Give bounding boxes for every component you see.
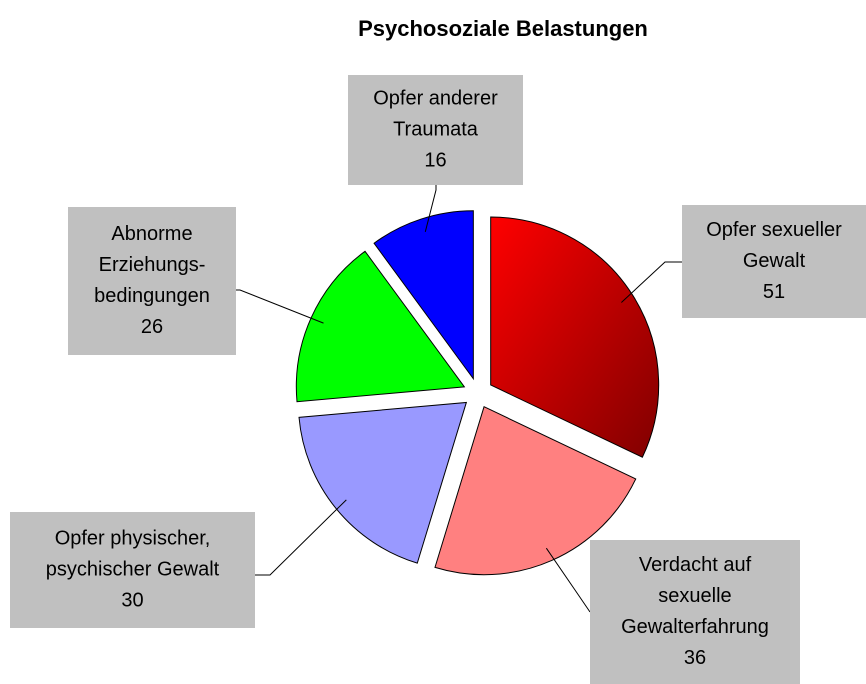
leader-line [236,289,324,324]
leader-line [621,261,682,303]
pie-slice [295,250,466,403]
slice-label: Traumata [393,118,479,140]
label-box [682,205,866,318]
leader-line [545,547,591,613]
slice-label: Verdacht auf [639,554,752,576]
slice-label: Abnorme [111,223,192,245]
value-label: 16 [424,149,446,171]
label-box [68,207,236,355]
pie-slice [490,216,660,458]
slice-label: Opfer anderer [373,87,498,109]
slice-label: Gewalterfahrung [621,616,769,638]
value-label: 51 [763,281,785,303]
label-box [590,540,800,684]
leader-line [424,185,437,232]
slice-label: psychischer Gewalt [46,558,220,580]
chart-title: Psychosoziale Belastungen [358,16,648,41]
pie-slice [298,401,468,564]
slice-label: Opfer physischer, [55,527,211,549]
pie-slice [434,406,637,576]
value-label: 26 [141,316,163,338]
slice-label: Erziehungs- [99,254,206,276]
label-box [348,75,523,185]
value-label: 36 [684,647,706,669]
value-label: 30 [121,589,143,611]
leader-line [255,499,347,576]
slice-label: bedingungen [94,285,210,307]
label-box [10,512,255,628]
pie-slice [373,210,474,381]
slice-label: Gewalt [743,250,806,272]
slice-label: sexuelle [658,585,731,607]
slice-label: Opfer sexueller [706,219,842,241]
